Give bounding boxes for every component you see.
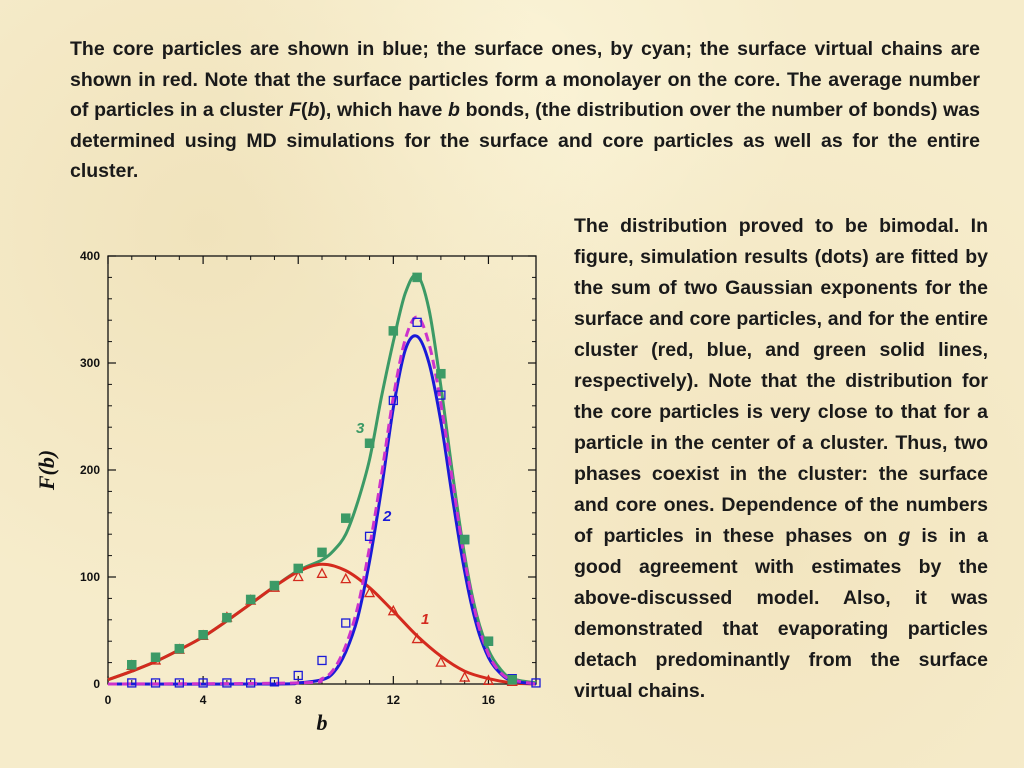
data-point-filled-square [222, 612, 232, 623]
data-point-open-square [174, 678, 184, 688]
data-point-open-square [531, 678, 541, 688]
y-axis-title: F(b) [34, 450, 59, 491]
y-tick-label: 300 [80, 356, 100, 370]
data-point-open-square [364, 531, 375, 541]
data-point-open-square [293, 670, 303, 681]
y-tick-label: 100 [80, 570, 100, 584]
data-point-filled-square [198, 630, 208, 640]
x-tick-label: 4 [200, 693, 207, 707]
data-point-filled-square [507, 674, 517, 685]
top-text-symbol-b: b [448, 99, 460, 121]
x-tick-label: 0 [105, 693, 112, 707]
data-point-open-square [341, 618, 351, 628]
top-text-part: The core particles are shown in blue; th… [70, 38, 980, 121]
data-point-triangle [435, 656, 447, 667]
data-point-filled-square [412, 272, 422, 283]
data-point-triangle [387, 604, 399, 616]
data-point-filled-square [174, 643, 185, 654]
fit-curve-3 [107, 273, 537, 685]
data-point-open-square [150, 678, 161, 688]
top-text-part: bonds, (the distribution over the number… [70, 99, 980, 182]
data-point-triangle [340, 572, 352, 584]
data-point-filled-square [436, 368, 446, 379]
data-point-open-square [388, 395, 398, 406]
data-point-filled-square [127, 659, 137, 670]
data-point-open-square [436, 390, 446, 400]
data-point-open-square [317, 655, 327, 666]
curve-label-2: 2 [382, 508, 392, 525]
data-point-filled-square [341, 513, 351, 523]
data-point-filled-square [245, 594, 256, 605]
y-tick-label: 400 [80, 249, 100, 263]
data-point-open-square [127, 678, 137, 688]
data-point-triangle [459, 671, 471, 682]
top-text-paren: ( [300, 99, 308, 121]
data-point-triangle [292, 570, 304, 582]
fit-curves [107, 273, 537, 686]
data-point-open-square [269, 677, 280, 687]
data-point-filled-square [150, 652, 161, 662]
data-point-filled-square [459, 534, 470, 545]
data-point-filled-square [317, 547, 327, 558]
top-paragraph: The core particles are shown in blue; th… [70, 34, 980, 187]
right-text-part: The distribution proved to be bimodal. I… [574, 215, 988, 547]
data-point-filled-square [483, 636, 494, 646]
axis-ticks [107, 255, 536, 685]
fit-curve-dashed [107, 315, 537, 686]
curve-label-1: 1 [421, 611, 429, 628]
right-text-part: is in a good agreement with estimates by… [574, 525, 988, 702]
x-tick-label: 12 [387, 693, 401, 707]
y-tick-label: 200 [80, 463, 100, 477]
x-axis-title: b [317, 710, 328, 735]
data-point-triangle [482, 674, 495, 685]
fit-curve-1 [107, 562, 537, 686]
data-point-filled-square [269, 580, 280, 591]
data-point-open-square [412, 317, 422, 327]
data-point-open-square [222, 678, 232, 688]
x-tick-label: 16 [482, 693, 496, 707]
top-text-symbol-F: F [289, 99, 301, 121]
curve-label-3: 3 [356, 420, 365, 437]
right-paragraph: The distribution proved to be bimodal. I… [574, 211, 988, 707]
data-markers [126, 272, 541, 688]
fit-curve-2 [107, 334, 537, 686]
top-text-part: ), which have [319, 99, 449, 121]
plot-frame [107, 255, 537, 685]
data-point-open-square [246, 678, 256, 688]
top-text-symbol-b: b [307, 99, 320, 121]
data-point-filled-square [388, 326, 399, 336]
y-tick-label: 0 [93, 677, 100, 691]
data-point-open-square [198, 678, 208, 688]
data-point-triangle [411, 632, 423, 644]
data-point-triangle [316, 567, 328, 578]
data-point-filled-square [364, 438, 375, 448]
right-text-symbol-g: g [898, 525, 911, 547]
data-point-triangle [363, 586, 376, 598]
data-point-filled-square [293, 563, 303, 574]
x-tick-label: 8 [295, 693, 302, 707]
